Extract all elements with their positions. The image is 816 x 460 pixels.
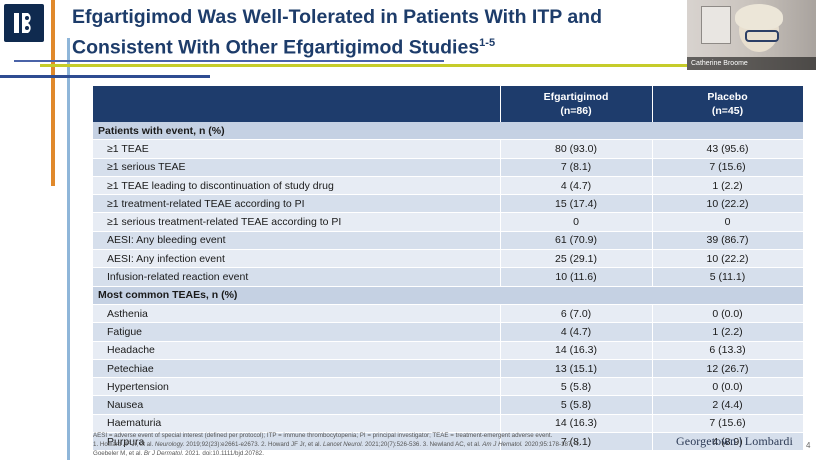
table-row: Asthenia 6 (7.0) 0 (0.0)	[93, 304, 804, 324]
efgartigimod-value: 80 (93.0)	[500, 139, 653, 159]
placebo-value: 39 (86.7)	[652, 231, 804, 251]
row-label: Haematuria	[93, 414, 501, 434]
table-row: ≥1 TEAE 80 (93.0) 43 (95.6)	[93, 139, 804, 159]
placebo-value: 43 (95.6)	[652, 139, 804, 159]
slide-title-line2: Consistent With Other Efgartigimod Studi…	[72, 36, 480, 59]
header-efgartigimod: Efgartigimod (n=86)	[500, 86, 653, 122]
placebo-value: 0 (0.0)	[652, 377, 804, 397]
brand-logo	[4, 4, 44, 42]
page-number: 4	[806, 441, 811, 450]
accent-line-green	[40, 64, 816, 67]
placebo-value: 0 (0.0)	[652, 304, 804, 324]
placebo-value: 7 (15.6)	[652, 414, 804, 434]
row-label: Asthenia	[93, 304, 501, 324]
section-header-row: Patients with event, n (%)	[93, 122, 804, 141]
header-placebo: Placebo (n=45)	[652, 86, 804, 122]
section-title: Patients with event, n (%)	[93, 122, 804, 141]
georgetown-lombardi-logo: Georgetown | Lombardi	[676, 434, 793, 448]
efgartigimod-value: 6 (7.0)	[500, 304, 653, 324]
efgartigimod-value: 4 (4.7)	[500, 176, 653, 196]
row-label: ≥1 treatment-related TEAE according to P…	[93, 194, 501, 214]
accent-bar-blue	[67, 38, 70, 460]
placebo-value: 1 (2.2)	[652, 322, 804, 342]
accent-line-navy	[14, 60, 444, 62]
section-title: Most common TEAEs, n (%)	[93, 286, 804, 305]
efgartigimod-value: 13 (15.1)	[500, 359, 653, 379]
brand-logo-icon	[12, 10, 36, 36]
row-label: AESI: Any infection event	[93, 249, 501, 269]
efgartigimod-value: 5 (5.8)	[500, 377, 653, 397]
table-row: Fatigue 4 (4.7) 1 (2.2)	[93, 322, 804, 342]
row-label: Petechiae	[93, 359, 501, 379]
table-row: Purpura 7 (8.1) 4 (8.9)	[93, 432, 804, 452]
row-label: Purpura	[93, 432, 501, 452]
row-label: ≥1 serious TEAE	[93, 158, 501, 177]
table-row: Headache 14 (16.3) 6 (13.3)	[93, 341, 804, 360]
efgartigimod-value: 15 (17.4)	[500, 194, 653, 214]
row-label: Hypertension	[93, 377, 501, 397]
footnote-abbreviations: AESI = adverse event of special interest…	[93, 432, 553, 439]
row-label: Nausea	[93, 395, 501, 415]
table-row: Nausea 5 (5.8) 2 (4.4)	[93, 395, 804, 415]
table-header-row: Efgartigimod (n=86) Placebo (n=45)	[93, 86, 804, 122]
footnote-references: 1. Howard JF Jr, et al. Neurology. 2019;…	[93, 441, 580, 457]
placebo-value: 4 (8.9)	[652, 432, 804, 452]
placebo-value: 0	[652, 212, 804, 232]
efgartigimod-value: 4 (4.7)	[500, 322, 653, 342]
placebo-value: 7 (15.6)	[652, 158, 804, 177]
efgartigimod-value: 0	[500, 212, 653, 232]
efgartigimod-value: 10 (11.6)	[500, 267, 653, 287]
table-row: Infusion-related reaction event 10 (11.6)…	[93, 267, 804, 287]
table-row: AESI: Any infection event 25 (29.1) 10 (22…	[93, 249, 804, 269]
table-row: Hypertension 5 (5.8) 0 (0.0)	[93, 377, 804, 397]
efgartigimod-value: 7 (8.1)	[500, 158, 653, 177]
wall-picture	[701, 6, 731, 44]
efgartigimod-value: 25 (29.1)	[500, 249, 653, 269]
table-row: Haematuria 14 (16.3) 7 (15.6)	[93, 414, 804, 434]
presenter-video-tile[interactable]: Catherine Broome	[687, 0, 816, 70]
section-header-row: Most common TEAEs, n (%)	[93, 286, 804, 305]
adverse-events-table: Efgartigimod (n=86) Placebo (n=45) Patient…	[93, 86, 804, 452]
row-label: ≥1 TEAE	[93, 139, 501, 159]
row-label: AESI: Any bleeding event	[93, 231, 501, 251]
table-row: ≥1 treatment-related TEAE according to P…	[93, 194, 804, 214]
table-row: AESI: Any bleeding event 61 (70.9) 39 (86.…	[93, 231, 804, 251]
row-label: Infusion-related reaction event	[93, 267, 501, 287]
presenter-glasses	[745, 30, 779, 42]
placebo-value: 2 (4.4)	[652, 395, 804, 415]
placebo-value: 1 (2.2)	[652, 176, 804, 196]
placebo-value: 10 (22.2)	[652, 249, 804, 269]
table-row: ≥1 TEAE leading to discontinuation of st…	[93, 176, 804, 196]
table-row: Petechiae 13 (15.1) 12 (26.7)	[93, 359, 804, 379]
table-row: ≥1 serious treatment-related TEAE accord…	[93, 212, 804, 232]
efgartigimod-value: 7 (8.1)	[500, 432, 653, 452]
presenter-hair	[735, 4, 783, 30]
efgartigimod-value: 14 (16.3)	[500, 341, 653, 360]
accent-line-blue	[0, 75, 210, 78]
accent-bar-orange	[51, 0, 55, 186]
footnote: AESI = adverse event of special interest…	[93, 431, 653, 458]
efgartigimod-value: 5 (5.8)	[500, 395, 653, 415]
row-label: Headache	[93, 341, 501, 360]
efgartigimod-value: 61 (70.9)	[500, 231, 653, 251]
placebo-value: 10 (22.2)	[652, 194, 804, 214]
placebo-value: 5 (11.1)	[652, 267, 804, 287]
table-row: ≥1 serious TEAE 7 (8.1) 7 (15.6)	[93, 158, 804, 177]
row-label: Fatigue	[93, 322, 501, 342]
row-label: ≥1 TEAE leading to discontinuation of st…	[93, 176, 501, 196]
placebo-value: 12 (26.7)	[652, 359, 804, 379]
slide-title: Efgartigimod Was Well-Tolerated in Patie…	[72, 4, 692, 61]
placebo-value: 6 (13.3)	[652, 341, 804, 360]
header-empty	[93, 86, 501, 122]
efgartigimod-value: 14 (16.3)	[500, 414, 653, 434]
slide-title-line1: Efgartigimod Was Well-Tolerated in Patie…	[72, 6, 602, 28]
presenter-name-label: Catherine Broome	[687, 57, 816, 70]
row-label: ≥1 serious treatment-related TEAE accord…	[93, 212, 501, 232]
title-references: 1-5	[479, 37, 496, 49]
